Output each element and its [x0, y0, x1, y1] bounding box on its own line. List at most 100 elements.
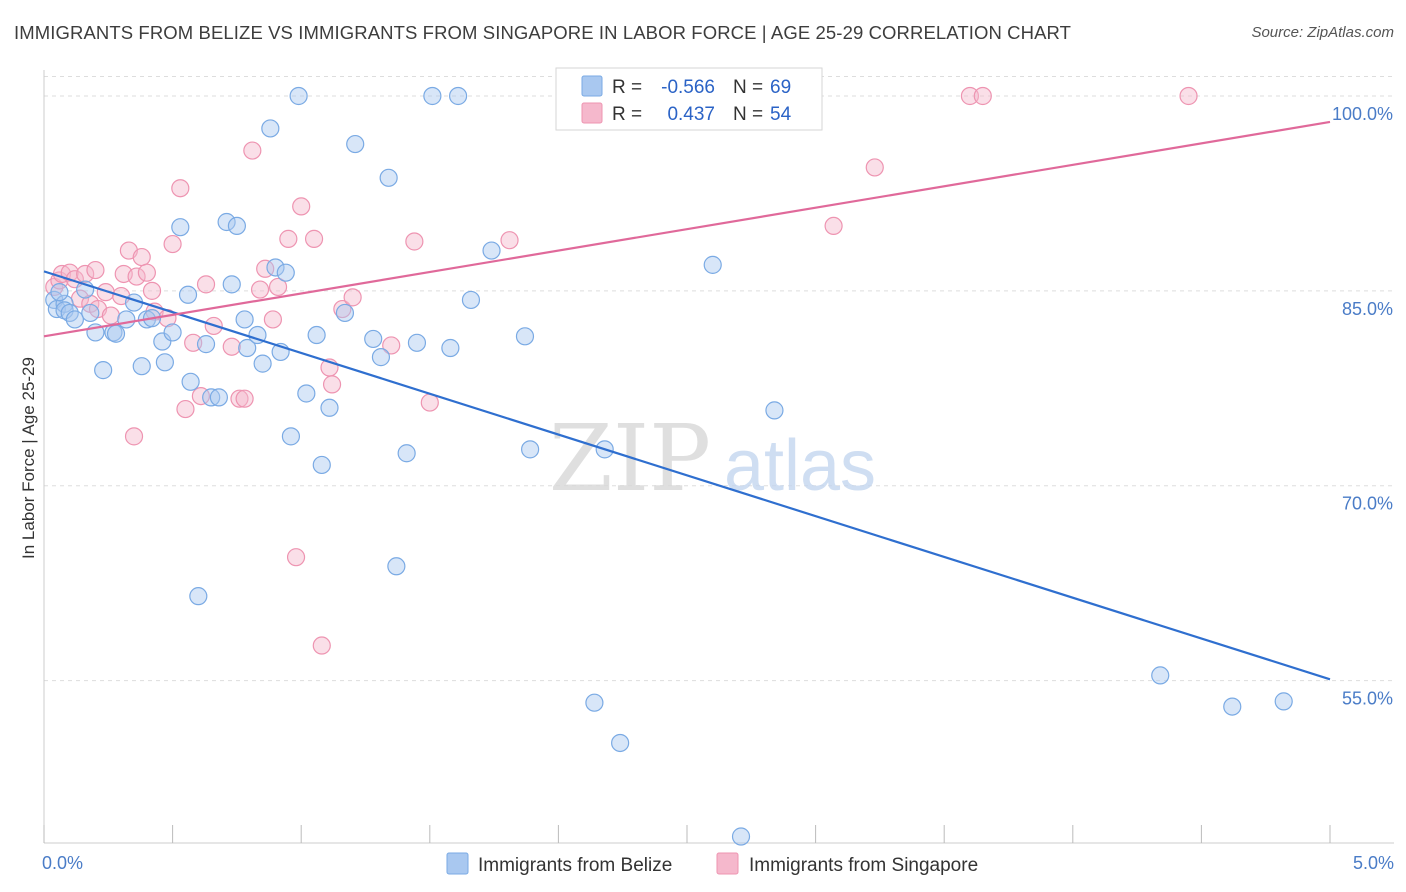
- singapore-point: [163, 234, 182, 254]
- belize-point: [731, 827, 751, 846]
- x-tick-label-min: 0.0%: [42, 853, 83, 873]
- belize-point: [364, 329, 383, 349]
- belize-point: [423, 86, 442, 106]
- singapore-point: [312, 636, 331, 655]
- belize-point: [171, 218, 190, 237]
- trend-lines: [43, 120, 1331, 681]
- belize-point: [312, 455, 331, 475]
- singapore-point: [127, 267, 146, 286]
- singapore-point: [196, 275, 216, 294]
- belize-point: [266, 258, 285, 277]
- singapore-point: [243, 141, 262, 160]
- bottom-legend-label-belize: Immigrants from Belize: [478, 855, 672, 876]
- y-tick-label: 100.0%: [1332, 104, 1393, 124]
- belize-point: [335, 303, 355, 323]
- belize-point: [307, 325, 326, 345]
- bottom-legend-swatch-belize: [446, 852, 469, 875]
- trend-line-singapore: [43, 120, 1331, 338]
- belize-point: [209, 388, 228, 407]
- belize-point: [222, 275, 241, 294]
- singapore-point: [184, 333, 203, 352]
- series-singapore-points: [45, 86, 1198, 655]
- singapore-point: [76, 264, 95, 284]
- belize-point: [482, 241, 501, 260]
- belize-point: [155, 353, 174, 372]
- singapore-point: [142, 281, 162, 300]
- singapore-point: [230, 389, 249, 408]
- singapore-point: [86, 260, 105, 280]
- belize-point: [461, 290, 481, 310]
- singapore-point: [304, 229, 324, 248]
- singapore-point: [137, 263, 156, 282]
- belize-point: [289, 86, 308, 106]
- legend-r-label-singapore: R =: [612, 104, 642, 125]
- belize-point: [379, 168, 398, 187]
- belize-point: [585, 693, 604, 712]
- belize-point: [515, 327, 535, 346]
- singapore-point: [263, 310, 283, 329]
- watermark-zip: ZIP: [549, 405, 711, 512]
- gridlines: [44, 75, 1394, 682]
- chart-title: IMMIGRANTS FROM BELIZE VS IMMIGRANTS FRO…: [14, 22, 1072, 43]
- belize-point: [178, 285, 198, 304]
- belize-point: [81, 303, 100, 323]
- legend-swatch-singapore: [581, 102, 603, 124]
- singapore-point: [286, 548, 306, 567]
- singapore-point: [222, 337, 241, 356]
- belize-point: [235, 310, 254, 329]
- singapore-point: [176, 399, 195, 419]
- belize-point: [217, 212, 236, 232]
- singapore-point: [268, 277, 288, 297]
- legend-n-label-belize: N =: [733, 77, 763, 98]
- belize-point: [320, 398, 339, 417]
- belize-point: [117, 310, 136, 329]
- singapore-point: [382, 336, 401, 355]
- legend-n-value-belize: 69: [770, 77, 791, 98]
- singapore-point: [292, 197, 311, 216]
- singapore-point: [1179, 86, 1198, 106]
- belize-point: [55, 301, 74, 320]
- belize-point: [371, 348, 391, 367]
- legend-n-value-singapore: 54: [770, 104, 792, 125]
- bottom-legend-label-singapore: Immigrants from Singapore: [749, 855, 978, 876]
- singapore-point: [124, 427, 144, 446]
- singapore-point: [279, 229, 298, 248]
- belize-point: [94, 361, 113, 380]
- belize-point: [248, 325, 267, 345]
- singapore-point: [865, 158, 884, 177]
- y-tick-label: 55.0%: [1342, 689, 1393, 709]
- belize-point: [276, 263, 295, 282]
- singapore-point: [235, 389, 254, 408]
- belize-point: [50, 283, 69, 302]
- belize-point: [281, 427, 301, 446]
- singapore-point: [101, 306, 120, 325]
- belize-point: [346, 134, 365, 154]
- trend-line-belize: [43, 270, 1331, 681]
- belize-point: [202, 388, 221, 407]
- singapore-point: [824, 216, 843, 235]
- legend-n-label-singapore: N =: [733, 104, 763, 125]
- y-tick-label: 85.0%: [1342, 299, 1393, 319]
- belize-point: [387, 557, 406, 576]
- belize-point: [397, 444, 416, 463]
- belize-point: [227, 216, 246, 235]
- belize-point: [253, 354, 272, 373]
- belize-point: [189, 587, 208, 606]
- axes: [43, 70, 1394, 844]
- legend-swatch-belize: [581, 75, 603, 97]
- belize-point: [441, 338, 460, 358]
- singapore-point: [405, 232, 424, 251]
- belize-point: [153, 332, 172, 351]
- belize-point: [1274, 692, 1293, 711]
- belize-point: [181, 372, 200, 391]
- bottom-legend-swatch-singapore: [716, 852, 739, 875]
- belize-point: [1151, 666, 1170, 685]
- y-tick-label: 70.0%: [1342, 494, 1393, 514]
- legend: R = -0.566 N = 69 R = 0.437 N = 54: [555, 67, 823, 131]
- singapore-point: [500, 231, 519, 250]
- belize-point: [238, 338, 257, 358]
- belize-point: [407, 333, 427, 352]
- legend-r-label-belize: R =: [612, 77, 642, 98]
- singapore-point: [132, 247, 151, 267]
